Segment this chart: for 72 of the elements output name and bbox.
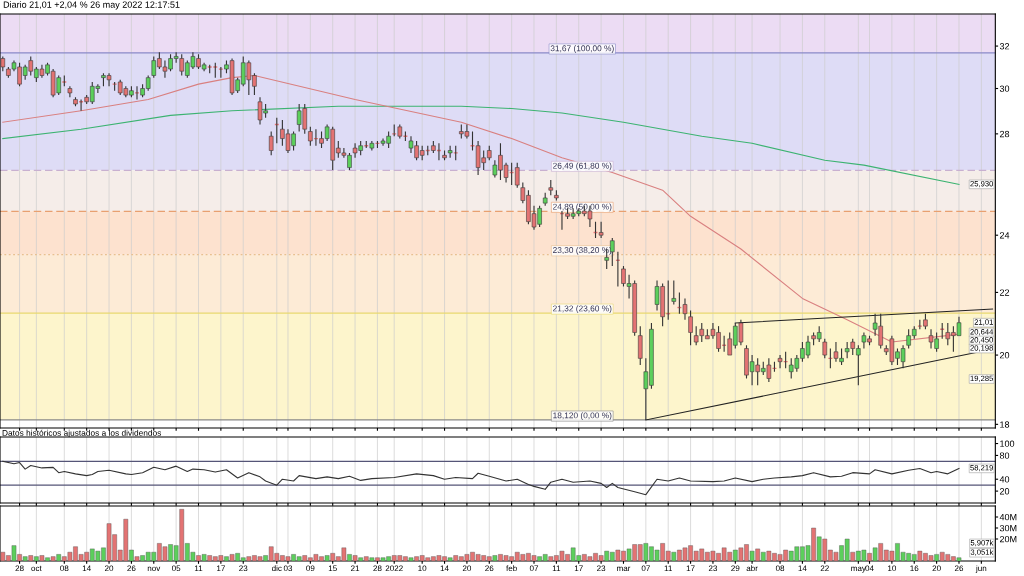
y-tick-label: 28 xyxy=(999,130,1010,138)
x-tick-label: 07 xyxy=(529,565,539,572)
line-series xyxy=(2,460,960,496)
x-tick-label: 11 xyxy=(194,565,203,571)
x-tick-label: 07 xyxy=(641,565,650,572)
x-tick-label: 17 xyxy=(217,565,225,571)
x-tick-label: 10 xyxy=(888,565,897,572)
chart-title: Diario 21,01 +2,04 % 26 may 2022 12:17:51 xyxy=(3,1,180,10)
x-tick-label: 11 xyxy=(664,565,672,571)
ref-line-label: 24,89 (50,00 %) xyxy=(553,203,612,212)
ref-line-label: 21,32 (23,60 %) xyxy=(553,305,612,314)
x-tick-label: 14 xyxy=(440,565,449,571)
y-tick-label: 24 xyxy=(999,232,1010,239)
annotation: Datos históricos ajustados a los dividendos xyxy=(2,429,162,438)
x-tick-label: 11 xyxy=(552,565,561,571)
x-tick-label: feb xyxy=(506,565,517,572)
y-tick-label: 100 xyxy=(1000,440,1015,447)
x-tick-label: 14 xyxy=(82,565,91,571)
y-tick-label: 18 xyxy=(1000,421,1010,428)
x-tick-label: oct xyxy=(31,565,42,572)
x-tick-label: 26 xyxy=(127,565,136,572)
x-tick-label: 03 xyxy=(283,565,293,572)
x-tick-label: 04 xyxy=(865,565,874,572)
x-tick-label: 29 xyxy=(731,565,740,572)
x-tick-label: 05 xyxy=(171,565,181,572)
x-tick-label: 28 xyxy=(15,565,24,572)
y-tick-label: 40M xyxy=(999,513,1017,521)
line-series xyxy=(2,105,960,185)
x-tick-label: nov xyxy=(147,566,161,572)
y-tick-label: 30 xyxy=(999,85,1010,92)
x-tick-label: 08 xyxy=(775,565,785,572)
x-tick-label: 2022 xyxy=(385,565,403,572)
x-tick-label: 20 xyxy=(104,565,114,572)
x-tick-label: dic xyxy=(271,565,282,572)
x-tick-label: 23 xyxy=(597,565,606,572)
x-tick-label: 09 xyxy=(306,565,315,572)
ref-line-label: 31,67 (100,00 %) xyxy=(550,45,614,53)
x-tick-label: 26 xyxy=(485,565,494,572)
y-tick-label: 32 xyxy=(999,43,1010,50)
x-tick-label: 20 xyxy=(932,565,941,572)
y-tick-label: 20 xyxy=(999,488,1010,495)
x-tick-label: 15 xyxy=(328,565,337,572)
x-tick-label: 16 xyxy=(910,565,919,572)
candlestick xyxy=(638,325,643,366)
candlestick xyxy=(369,140,375,152)
x-tick-label: 14 xyxy=(798,565,807,571)
y-tick-label: 80 xyxy=(999,452,1010,459)
x-tick-label: 17 xyxy=(574,565,583,571)
x-tick-label: 17 xyxy=(686,565,695,571)
y-tick-label: 20M xyxy=(999,535,1017,543)
x-tick-label: 21 xyxy=(351,565,360,571)
ref-line-label: 26,49 (61,80 %) xyxy=(553,162,612,171)
candlestick xyxy=(447,145,453,159)
x-tick-label: 28 xyxy=(373,565,382,572)
y-tick-label: 40 xyxy=(999,476,1010,483)
x-tick-label: 20 xyxy=(462,565,472,572)
x-tick-label: 10 xyxy=(418,565,427,572)
x-tick-label: 08 xyxy=(60,565,69,572)
candlestick xyxy=(598,221,604,239)
x-tick-label: 26 xyxy=(954,565,964,572)
y-tick-label: 22 xyxy=(999,289,1010,296)
y-tick-label: 30M xyxy=(999,524,1017,532)
candlestick xyxy=(67,85,73,98)
y-tick-label: 20 xyxy=(999,352,1010,359)
x-tick-label: abr xyxy=(746,565,758,572)
ref-line-label: 18,120 (0,00 %) xyxy=(553,412,612,420)
x-tick-label: jun xyxy=(975,565,987,573)
x-tick-label: 22 xyxy=(820,565,829,571)
x-tick-label: may xyxy=(851,566,866,573)
x-tick-label: mar xyxy=(617,566,631,572)
x-tick-label: 23 xyxy=(708,565,718,572)
x-tick-label: 23 xyxy=(239,565,248,572)
